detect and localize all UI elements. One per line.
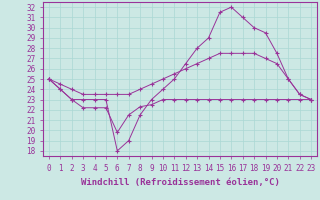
X-axis label: Windchill (Refroidissement éolien,°C): Windchill (Refroidissement éolien,°C) — [81, 178, 279, 187]
